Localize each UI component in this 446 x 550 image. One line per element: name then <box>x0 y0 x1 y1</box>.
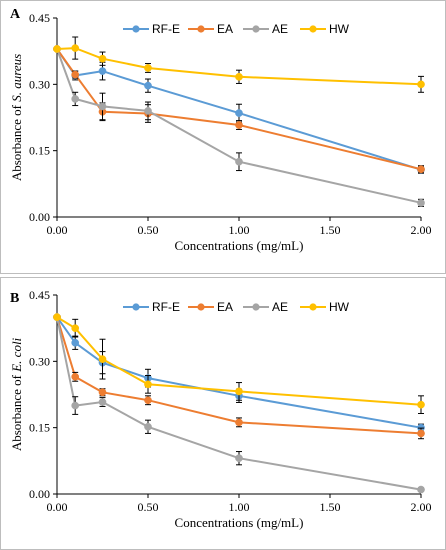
x-axis-label: Concentrations (mg/mL) <box>175 515 304 530</box>
legend-swatch-marker-ea <box>197 303 205 311</box>
y-axis-label: Absorbance of S. aureus <box>9 54 24 181</box>
series-line-ea <box>56 316 422 435</box>
legend-entry-hw: HW <box>329 300 350 314</box>
y-tick-label: 0.00 <box>29 210 50 224</box>
series-line-ea <box>56 48 422 171</box>
data-point-ea <box>71 372 80 381</box>
data-point-hw <box>98 54 107 63</box>
data-point-ae <box>98 102 107 111</box>
data-point-ae <box>417 485 425 494</box>
data-point-hw <box>71 324 80 333</box>
x-tick-label: 1.00 <box>229 223 250 237</box>
legend-swatch-marker-rf-e <box>132 303 140 311</box>
panel-b-chart: B 0.00 0.15 0.30 0.45 0.00 0.50 1.00 1.50 2.00 Con… <box>9 288 432 530</box>
series-line-ae <box>56 316 422 491</box>
data-point-ae <box>417 198 425 207</box>
x-tick-label: 0.50 <box>138 500 159 514</box>
legend-entry-ea: EA <box>217 22 233 36</box>
data-point-rf-e <box>71 338 80 347</box>
legend-entry-ae: AE <box>272 300 288 314</box>
y-axis-label-prefix: Absorbance of <box>9 372 24 451</box>
y-tick-label: 0.30 <box>29 77 50 91</box>
x-tick-label: 2.00 <box>411 500 432 514</box>
y-tick-label: 0.00 <box>29 487 50 501</box>
x-tick-label: 0.00 <box>47 223 68 237</box>
x-tick-label: 1.50 <box>320 500 341 514</box>
x-tick-label: 2.00 <box>411 223 432 237</box>
data-point-hw <box>235 387 243 396</box>
data-point-ae <box>235 454 243 463</box>
data-point-ae <box>98 398 107 406</box>
legend-swatch-marker-ea <box>197 25 205 33</box>
data-point-ea <box>144 396 152 405</box>
y-axis-label-prefix: Absorbance of <box>9 102 24 181</box>
y-axis-label-species: E. coli <box>9 337 24 372</box>
y-axis-label-species: S. aureus <box>9 54 24 102</box>
data-point-hw <box>417 80 425 89</box>
y-tick-label: 0.15 <box>29 421 50 435</box>
data-point-ea <box>417 429 425 438</box>
data-point-ae <box>235 157 243 166</box>
panel-label: B <box>10 291 19 306</box>
legend-entry-rf-e: RF-E <box>152 22 180 36</box>
panel-label: A <box>10 7 21 22</box>
legend-swatch-marker-ae <box>252 25 260 33</box>
legend-entry-rf-e: RF-E <box>152 300 180 314</box>
panel-a-chart: A 0.00 0.15 0.30 0.45 0.00 0.50 1.00 1.50 2.00 Con… <box>9 7 432 253</box>
legend-entry-ae: AE <box>272 22 288 36</box>
data-point-hw <box>53 313 61 321</box>
x-tick-label: 0.50 <box>138 223 159 237</box>
legend-entry-hw: HW <box>329 22 350 36</box>
y-tick-label: 0.45 <box>29 288 50 302</box>
data-point-hw <box>417 400 425 409</box>
legend-swatch-marker-hw <box>309 25 317 33</box>
data-point-ea <box>235 121 243 129</box>
data-point-ae <box>144 422 152 431</box>
legend-swatch-marker-ae <box>252 303 260 311</box>
series-line-rf-e <box>56 316 422 429</box>
data-point-ea <box>98 388 107 397</box>
data-point-hw <box>144 380 152 389</box>
data-point-hw <box>71 44 80 52</box>
data-point-hw <box>98 355 107 363</box>
x-tick-label: 1.50 <box>320 223 341 237</box>
y-axis-label: Absorbance of E. coli <box>9 337 24 451</box>
data-point-ea <box>417 165 425 174</box>
data-point-hw <box>235 72 243 81</box>
data-point-hw <box>53 45 61 53</box>
series-line-ae <box>56 48 422 204</box>
x-tick-label: 1.00 <box>229 500 250 514</box>
data-point-ae <box>71 95 80 103</box>
data-point-rf-e <box>98 67 107 75</box>
legend-swatch-marker-rf-e <box>132 25 140 33</box>
legend-swatch-marker-hw <box>309 303 317 311</box>
y-tick-label: 0.15 <box>29 144 50 158</box>
x-tick-label: 0.00 <box>47 500 68 514</box>
y-tick-label: 0.45 <box>29 11 50 25</box>
data-point-ae <box>144 107 152 115</box>
data-point-ea <box>71 70 80 79</box>
data-point-ae <box>71 401 80 410</box>
data-point-hw <box>144 64 152 72</box>
legend-entry-ea: EA <box>217 300 233 314</box>
x-axis-label: Concentrations (mg/mL) <box>175 238 304 253</box>
y-tick-label: 0.30 <box>29 354 50 368</box>
data-point-rf-e <box>235 109 243 117</box>
data-point-rf-e <box>144 81 152 90</box>
data-point-ea <box>235 418 243 427</box>
